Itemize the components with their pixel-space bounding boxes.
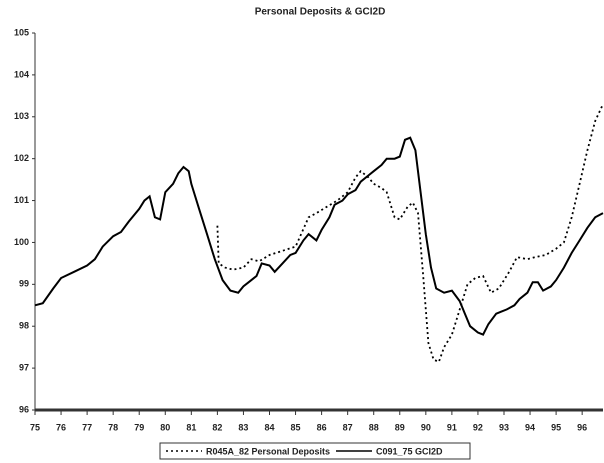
x-tick-label: 76 [56, 422, 66, 432]
x-tick-label: 89 [395, 422, 405, 432]
y-tick-label: 105 [14, 27, 29, 37]
x-tick-label: 88 [369, 422, 379, 432]
line-series [34, 136, 604, 336]
x-tick-label: 93 [499, 422, 509, 432]
legend-label: C091_75 GCI2D [376, 446, 443, 456]
legend-label: R045A_82 Personal Deposits [206, 446, 330, 456]
legend-box [159, 442, 471, 460]
y-tick-label: 100 [14, 237, 29, 247]
x-tick-label: 86 [317, 422, 327, 432]
x-tick-label: 75 [30, 422, 40, 432]
x-tick-label: 82 [212, 422, 222, 432]
x-tick-label: 84 [264, 422, 274, 432]
x-tick-label: 81 [186, 422, 196, 432]
x-tick-label: 80 [160, 422, 170, 432]
x-tick-label: 77 [82, 422, 92, 432]
y-tick-label: 104 [14, 69, 29, 79]
y-tick-label: 101 [14, 195, 29, 205]
x-tick-label: 79 [134, 422, 144, 432]
y-tick-label: 97 [19, 362, 29, 372]
y-tick-label: 103 [14, 111, 29, 121]
x-tick-label: 92 [473, 422, 483, 432]
y-tick-label: 99 [19, 279, 29, 289]
x-tick-label: 87 [343, 422, 353, 432]
chart-title: Personal Deposits & GCI2D [255, 7, 386, 18]
y-tick-label: 102 [14, 153, 29, 163]
x-tick-label: 78 [108, 422, 118, 432]
x-tick-label: 83 [238, 422, 248, 432]
x-tick-label: 96 [577, 422, 587, 432]
x-tick-label: 95 [551, 422, 561, 432]
x-tick-label: 90 [421, 422, 431, 432]
x-tick-label: 94 [525, 422, 535, 432]
x-tick-label: 85 [291, 422, 301, 432]
line-series [216, 103, 604, 363]
y-tick-label: 96 [19, 404, 29, 414]
x-tick-label: 91 [447, 422, 457, 432]
y-tick-label: 98 [19, 321, 29, 331]
